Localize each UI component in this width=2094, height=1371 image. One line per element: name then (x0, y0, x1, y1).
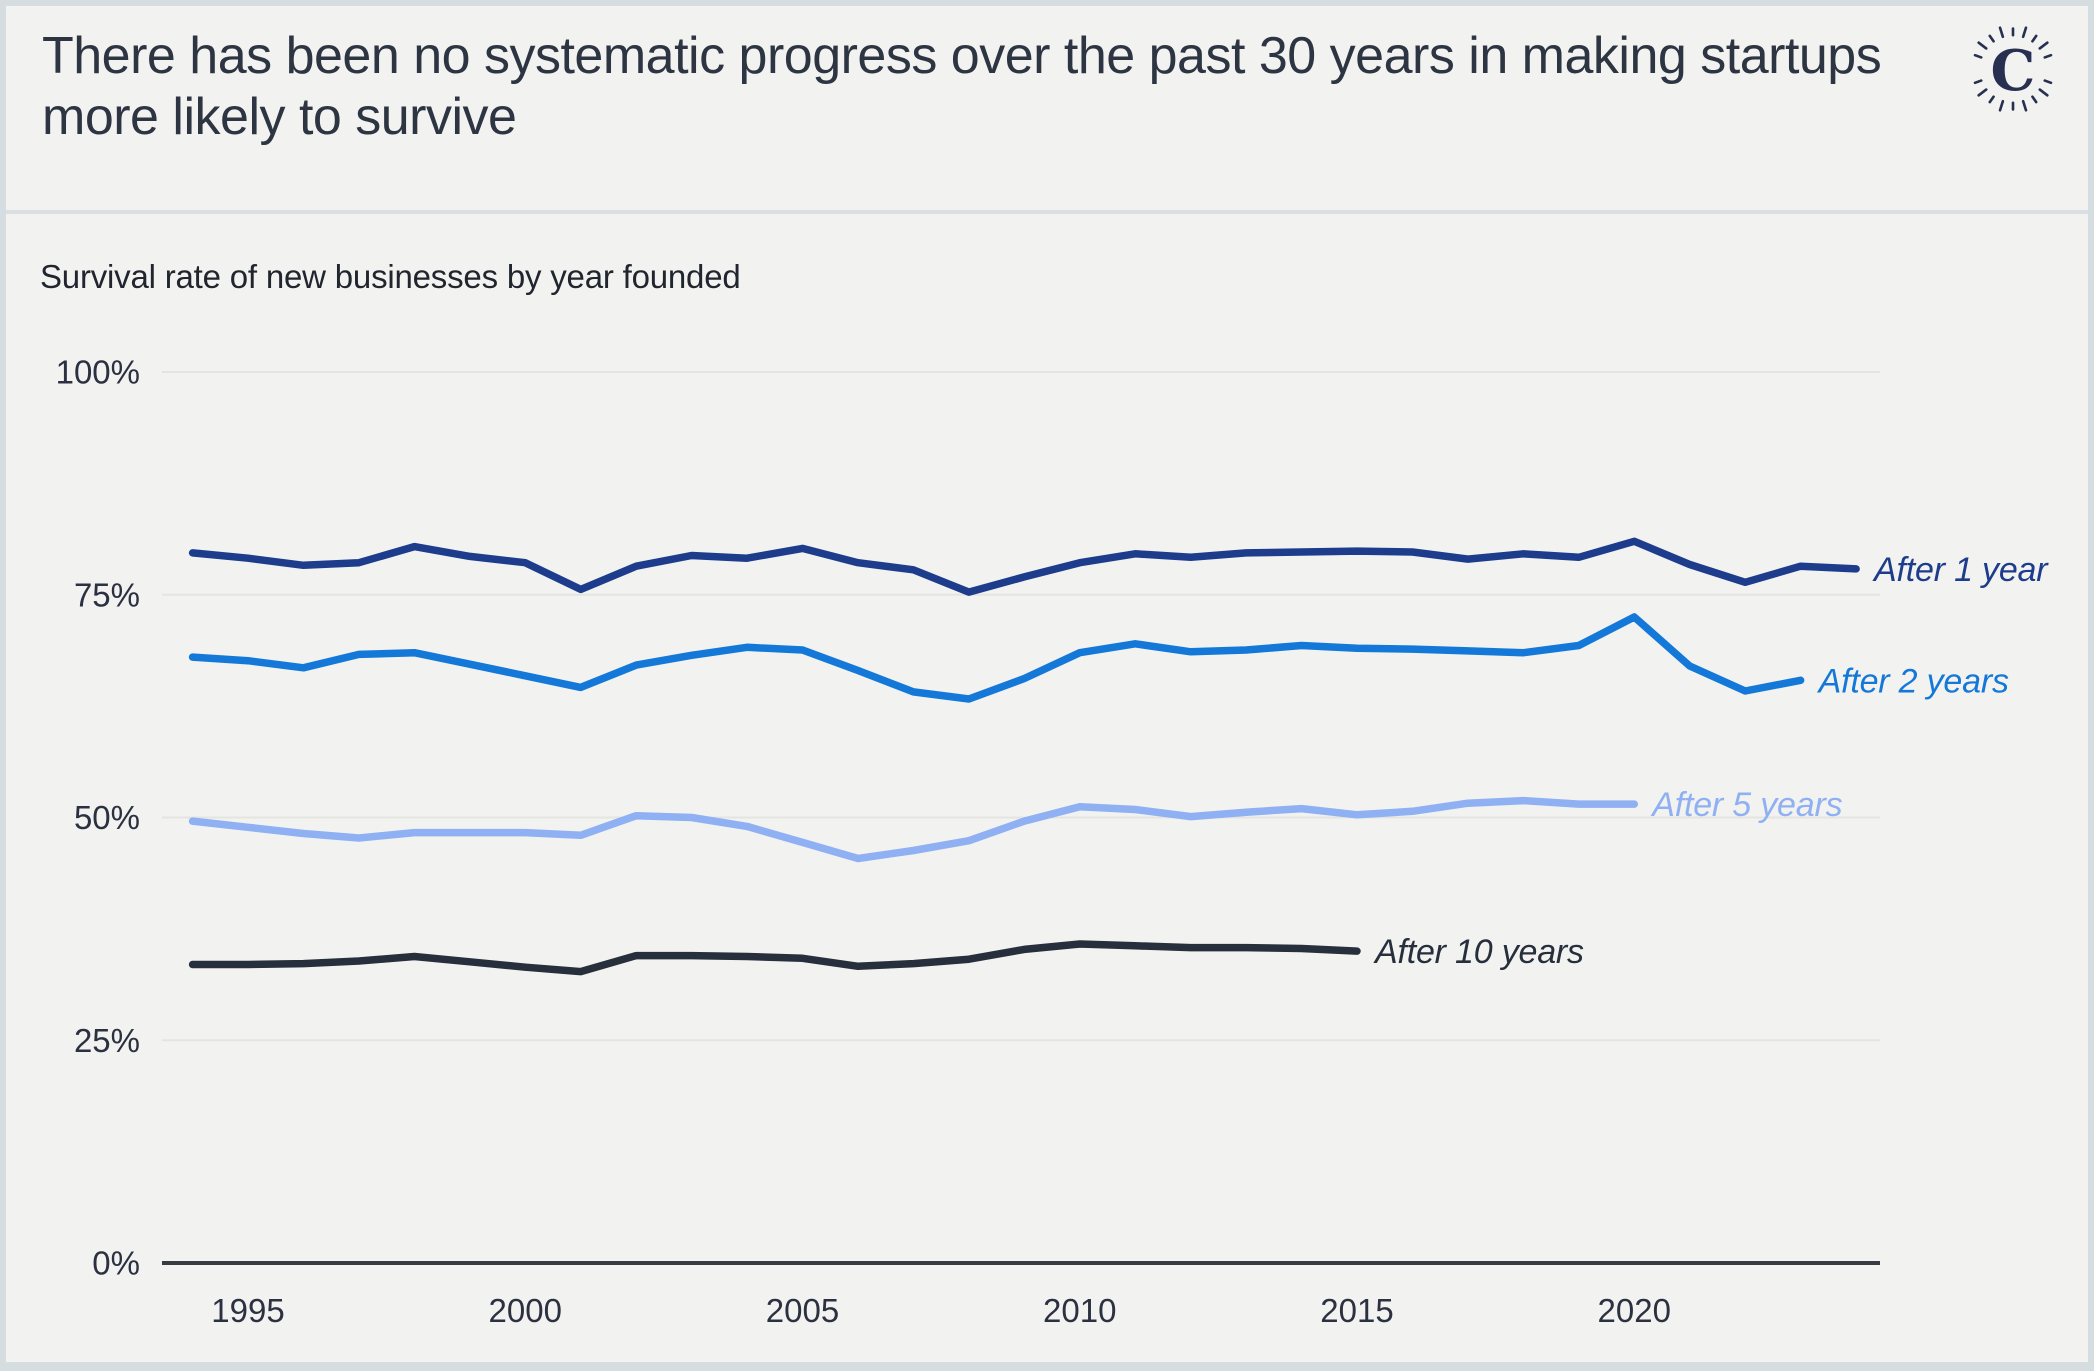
chart-subtitle: Survival rate of new businesses by year … (40, 258, 741, 295)
sunburst-rays-icon (1973, 26, 2053, 112)
chart-title: There has been no systematic progress ov… (42, 27, 1882, 146)
header-divider (6, 210, 2088, 214)
y-tick-label-100: 100% (56, 354, 140, 391)
y-tick-label-75: 75% (74, 576, 140, 613)
line-after-1-year (188, 537, 1860, 596)
series-label-after-10-years: After 10 years (1373, 933, 1584, 971)
x-tick-label-2020: 2020 (1598, 1292, 1671, 1329)
y-tick-label-50: 50% (74, 799, 140, 836)
publication-logo: C (1973, 26, 2053, 112)
x-tick-label-2010: 2010 (1043, 1292, 1116, 1329)
x-tick-label-2000: 2000 (489, 1292, 562, 1329)
line-after-10-years (188, 940, 1361, 976)
logo-letter: C (1991, 38, 2036, 104)
series-label-after-5-years: After 5 years (1650, 786, 1842, 824)
y-tick-label-0: 0% (92, 1245, 140, 1282)
x-tick-label-1995: 1995 (211, 1292, 284, 1329)
line-after-2-years (188, 613, 1805, 703)
x-tick-label-2015: 2015 (1320, 1292, 1393, 1329)
line-after-5-years (188, 796, 1639, 863)
y-tick-label-25: 25% (74, 1022, 140, 1059)
header: There has been no systematic progress ov… (0, 0, 2094, 211)
x-tick-label-2005: 2005 (766, 1292, 839, 1329)
series-label-after-2-years: After 2 years (1817, 662, 2009, 700)
series-label-after-1-year: After 1 year (1872, 551, 2049, 589)
